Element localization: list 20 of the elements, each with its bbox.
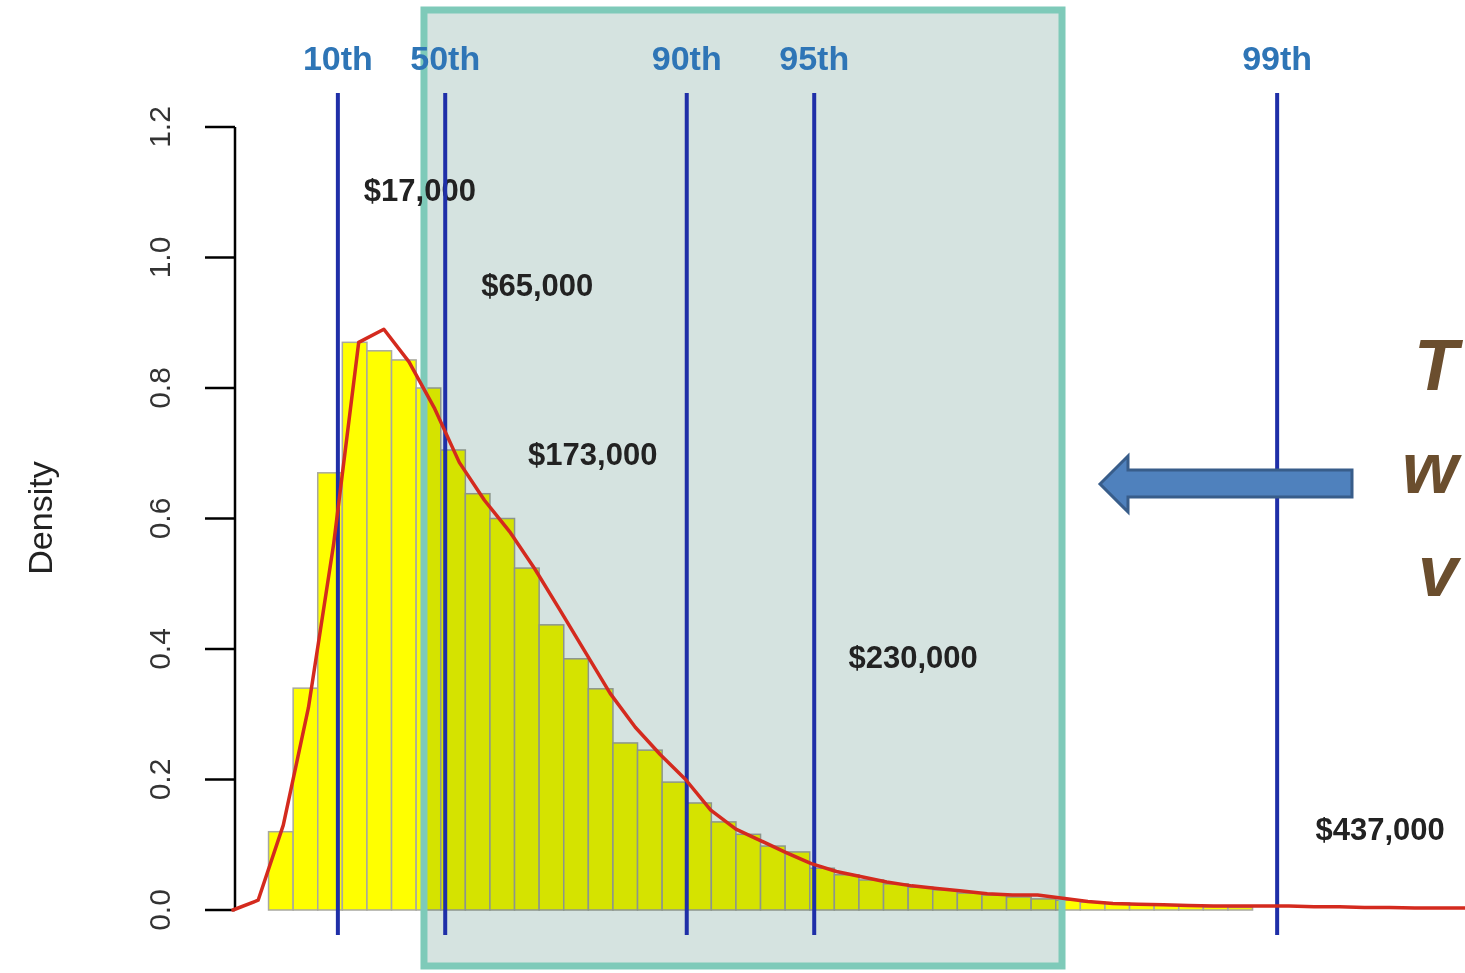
y-tick-label: 1.0 — [143, 236, 176, 279]
ref-line-label: $437,000 — [1315, 812, 1445, 847]
text: 99th — [1242, 39, 1313, 77]
y-tick-label: 0.2 — [143, 758, 176, 801]
text: 95th — [779, 39, 850, 77]
annotation: T — [1414, 325, 1465, 405]
text: 90th — [651, 39, 722, 77]
y-tick-label: 1.2 — [143, 106, 176, 148]
ref-line-label: $65,000 — [481, 268, 594, 303]
text: 50th — [410, 39, 481, 77]
annotation: w — [1401, 428, 1462, 508]
text: 10th — [302, 39, 373, 77]
y-tick-label: 0.6 — [143, 497, 176, 540]
ref-line-label: $173,000 — [528, 437, 658, 472]
annotation: v — [1417, 531, 1462, 611]
y-axis-title: Density — [21, 461, 59, 575]
y-tick-label: 0.0 — [143, 889, 176, 931]
ref-line-label: $230,000 — [848, 640, 978, 675]
y-tick-label: 0.8 — [143, 367, 176, 409]
y-tick-label: 0.4 — [143, 628, 176, 670]
